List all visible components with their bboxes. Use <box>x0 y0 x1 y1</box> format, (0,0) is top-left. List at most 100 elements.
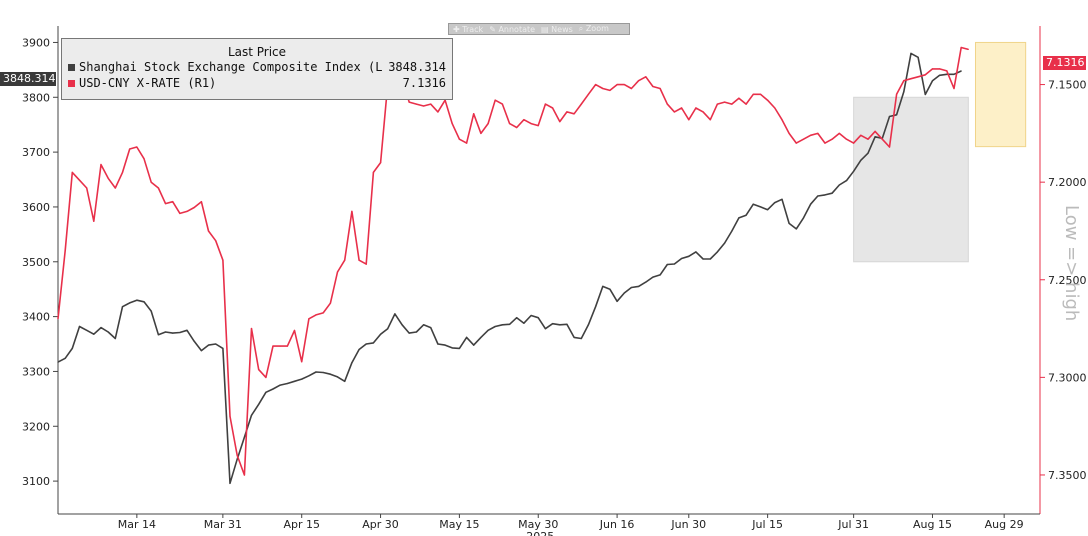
series-1-point-51 <box>423 324 425 326</box>
series-1-point-37 <box>322 371 324 374</box>
legend-swatch-fx <box>68 79 75 87</box>
series-1-point-18 <box>186 329 188 331</box>
series-2-point-29 <box>265 376 267 378</box>
left-tick-label-3600: 3600 <box>22 201 50 214</box>
series-2-point-14 <box>157 187 159 189</box>
series-1-point-59 <box>480 336 482 338</box>
series-1-point-16 <box>172 332 174 334</box>
series-1-point-70 <box>559 324 561 326</box>
x-tick-label-8: Jun 30 <box>670 518 706 531</box>
series-1-point-52 <box>430 327 432 329</box>
series-2-point-61 <box>494 99 496 101</box>
last-value-tag-left: 3848.314 <box>0 72 56 86</box>
series-1-point-11 <box>136 299 138 301</box>
series-2-point-53 <box>437 111 439 113</box>
series-1-point-74 <box>587 324 590 326</box>
legend-item-index[interactable]: Shanghai Stock Exchange Composite Index … <box>62 59 452 75</box>
series-2-point-80 <box>630 87 633 90</box>
series-1-point-91 <box>709 258 711 260</box>
series-1-point-19 <box>193 340 195 342</box>
right-tick-label-7.3000: 7.3000 <box>1048 371 1087 384</box>
series-2-point-97 <box>752 93 754 95</box>
series-1-point-10 <box>129 302 131 304</box>
x-year-label: 2025 <box>526 530 554 536</box>
series-1-point-85 <box>666 263 668 266</box>
series-1-point-111 <box>853 170 855 172</box>
series-1-point-71 <box>566 323 568 325</box>
series-1-point-102 <box>788 222 790 224</box>
x-tick-label-2: Mar 31 <box>204 518 242 531</box>
series-1-point-25 <box>236 458 238 460</box>
series-2-point-73 <box>580 103 582 105</box>
series-2-point-121 <box>924 74 926 76</box>
series-2-point-59 <box>480 132 482 134</box>
x-tick-label-1: Mar 14 <box>118 518 156 531</box>
chart-toolbar: ✚ Track ✎ Annotate ▤ News ⌕ Zoom <box>448 23 630 35</box>
series-1-point-21 <box>207 344 210 346</box>
left-tick-label-3100: 3100 <box>22 475 50 488</box>
series-2-point-55 <box>451 123 453 125</box>
series-2-point-56 <box>458 138 460 140</box>
series-1-point-0 <box>57 361 59 363</box>
series-2-point-75 <box>595 84 597 86</box>
series-2-point-90 <box>702 111 704 113</box>
series-2-point-20 <box>200 201 202 203</box>
series-1-point-81 <box>638 285 640 287</box>
series-line-2 <box>57 46 969 476</box>
series-points-2 <box>57 46 969 476</box>
legend-title: Last Price <box>227 45 287 59</box>
series-2-point-42 <box>358 259 360 261</box>
series-2-point-40 <box>344 259 346 261</box>
series-2-point-98 <box>759 93 762 95</box>
series-1-point-27 <box>250 414 253 416</box>
series-1-point-29 <box>265 391 267 393</box>
series-2-point-10 <box>129 148 131 150</box>
series-2-point-101 <box>781 119 783 121</box>
series-1-point-28 <box>258 403 260 405</box>
x-tick-label-9: Jul 15 <box>751 518 783 531</box>
series-1-point-98 <box>759 206 762 208</box>
series-1-point-84 <box>659 274 661 276</box>
series-2-point-124 <box>946 70 948 72</box>
series-1-point-6 <box>100 327 102 329</box>
series-2-point-96 <box>745 103 747 105</box>
toolbar-zoom[interactable]: ⌕ Zoom <box>578 24 609 33</box>
series-2-point-9 <box>121 171 124 173</box>
series-2-point-34 <box>301 361 303 363</box>
toolbar-track[interactable]: ✚ Track <box>453 24 484 34</box>
series-2-point-84 <box>659 87 661 90</box>
series-1-point-53 <box>437 343 439 345</box>
series-2-point-26 <box>243 474 245 476</box>
toolbar-news[interactable]: ▤ News <box>541 24 573 34</box>
series-2-point-113 <box>867 138 869 140</box>
series-1-point-42 <box>358 348 360 351</box>
left-tick-label-3800: 3800 <box>22 91 50 104</box>
series-1-point-7 <box>107 331 109 333</box>
series-1-point-83 <box>652 276 654 278</box>
series-2-point-1 <box>64 249 66 252</box>
series-1-point-26 <box>243 436 245 438</box>
series-2-point-3 <box>78 179 81 181</box>
series-1-point-17 <box>179 331 181 334</box>
series-2-point-30 <box>272 345 274 347</box>
legend-item-fx[interactable]: USD-CNY X-RATE (R1) 7.1316 <box>62 75 452 91</box>
series-2-point-37 <box>322 312 324 314</box>
series-2-point-66 <box>530 123 532 125</box>
series-2-point-45 <box>380 162 382 164</box>
left-tick-label-3400: 3400 <box>22 311 50 324</box>
series-2-point-4 <box>86 187 88 189</box>
left-axis: 3100 3200 3300 3400 3500 3600 3700 3800 3900 <box>22 26 59 514</box>
series-1-point-100 <box>774 202 776 204</box>
series-2-point-25 <box>236 454 238 456</box>
series-2-point-86 <box>673 111 676 113</box>
series-1-point-64 <box>516 317 518 319</box>
series-2-point-87 <box>681 107 683 109</box>
series-1-point-24 <box>229 482 231 484</box>
series-1-point-108 <box>831 192 833 194</box>
series-1-point-109 <box>838 184 840 186</box>
toolbar-annotate[interactable]: ✎ Annotate <box>489 24 536 34</box>
series-2-point-88 <box>688 119 690 121</box>
series-1-point-15 <box>164 331 167 333</box>
series-1-point-103 <box>795 228 797 230</box>
x-tick-label-6: May 30 <box>518 518 558 531</box>
